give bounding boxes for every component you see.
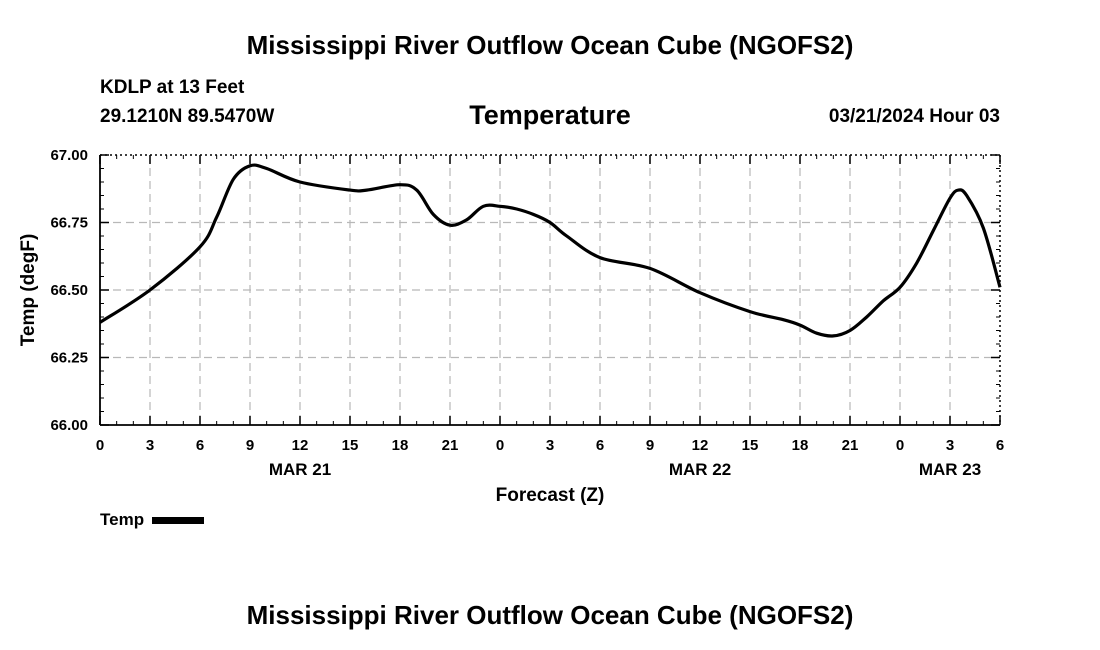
x-tick-label: 0 <box>96 437 104 454</box>
station-label: KDLP at 13 Feet <box>100 77 245 98</box>
chart-title-bottom: Mississippi River Outflow Ocean Cube (NG… <box>246 600 854 630</box>
x-tick-label: 3 <box>546 437 554 454</box>
x-tick-label: 3 <box>146 437 154 454</box>
coordinates-label: 29.1210N 89.5470W <box>100 106 275 127</box>
x-tick-label: 0 <box>496 437 504 454</box>
x-tick-label: 9 <box>646 437 654 454</box>
axis-layer <box>99 154 1001 426</box>
y-axis-title: Temp (degF) <box>18 234 39 347</box>
series-layer <box>99 163 1002 338</box>
y-tick-label: 66.25 <box>50 350 88 367</box>
y-tick-label: 66.00 <box>50 417 88 434</box>
date-label: MAR 23 <box>919 460 981 479</box>
y-tick-label: 66.50 <box>50 282 88 299</box>
x-tick-label: 21 <box>442 437 459 454</box>
x-tick-label: 6 <box>596 437 604 454</box>
x-axis-title: Forecast (Z) <box>496 485 605 506</box>
x-tick-label: 6 <box>996 437 1004 454</box>
legend: Temp <box>100 510 205 530</box>
x-tick-label: 15 <box>342 437 359 454</box>
y-tick-label: 67.00 <box>50 147 88 164</box>
x-tick-label: 12 <box>692 437 709 454</box>
forecast-datetime: 03/21/2024 Hour 03 <box>828 106 1000 127</box>
chart-title-top: Mississippi River Outflow Ocean Cube (NG… <box>246 30 854 60</box>
legend-label-temp: Temp <box>100 510 145 529</box>
x-tick-label: 3 <box>946 437 954 454</box>
date-label: MAR 21 <box>269 460 331 479</box>
x-tick-label: 0 <box>896 437 904 454</box>
grid-layer <box>100 155 1000 425</box>
x-tick-label: 12 <box>292 437 309 454</box>
y-tick-label: 66.75 <box>50 215 88 232</box>
date-label: MAR 22 <box>669 460 731 479</box>
x-tick-label: 18 <box>392 437 409 454</box>
x-tick-label: 9 <box>246 437 254 454</box>
x-tick-label: 15 <box>742 437 759 454</box>
x-tick-label: 18 <box>792 437 809 454</box>
x-tick-label: 21 <box>842 437 859 454</box>
legend-swatch-temp <box>152 516 205 524</box>
x-tick-label: 6 <box>196 437 204 454</box>
chart-subtitle: Temperature <box>469 100 631 130</box>
label-layer: 0 3 6 9 12 15 18 21 0 3 6 9 12 15 18 21 0 3 6 66.00 66.25 66.… <box>18 147 1004 506</box>
series-line-temp <box>99 163 1002 338</box>
